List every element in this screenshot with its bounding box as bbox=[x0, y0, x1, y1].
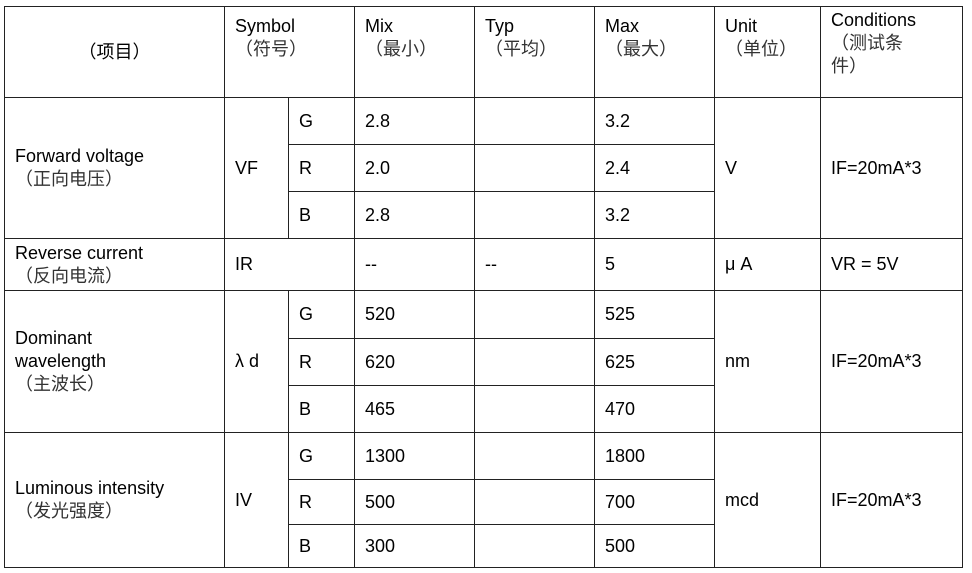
ir-symbol: IR bbox=[224, 238, 355, 291]
table-row: R 620 625 bbox=[5, 338, 963, 386]
header-conditions-en: Conditions bbox=[831, 10, 917, 30]
ld-name-cn: （主波长） bbox=[15, 374, 105, 394]
iv-max: 700 bbox=[594, 479, 715, 525]
header-unit: Unit （单位） bbox=[714, 6, 821, 98]
header-conditions: Conditions （测试条件） bbox=[820, 6, 963, 98]
iv-conditions: IF=20mA*3 bbox=[820, 432, 963, 568]
ld-unit: nm bbox=[714, 290, 821, 433]
iv-min: 500 bbox=[354, 479, 475, 525]
vf-name-en: Forward voltage bbox=[15, 146, 145, 166]
header-max-en: Max bbox=[605, 16, 640, 36]
ld-name: Dominant wavelength （主波长） bbox=[4, 290, 225, 433]
header-symbol: Symbol （符号） bbox=[224, 6, 355, 98]
ld-max: 470 bbox=[594, 385, 715, 433]
vf-max: 3.2 bbox=[594, 191, 715, 239]
table-row: B 2.8 3.2 bbox=[5, 191, 963, 239]
vf-color: R bbox=[288, 144, 355, 192]
ir-typ: -- bbox=[474, 238, 595, 291]
iv-unit: mcd bbox=[714, 432, 821, 568]
vf-min: 2.0 bbox=[354, 144, 475, 192]
header-max-cn: （最大） bbox=[605, 39, 677, 59]
header-symbol-en: Symbol bbox=[235, 16, 296, 36]
ir-name-cn: （反向电流） bbox=[15, 265, 123, 286]
ld-conditions: IF=20mA*3 bbox=[820, 290, 963, 433]
iv-min: 1300 bbox=[354, 432, 475, 480]
vf-typ bbox=[474, 191, 595, 239]
ld-min: 465 bbox=[354, 385, 475, 433]
ld-color: R bbox=[288, 338, 355, 386]
vf-typ bbox=[474, 97, 595, 145]
vf-max: 2.4 bbox=[594, 144, 715, 192]
ld-min: 520 bbox=[354, 290, 475, 339]
table-row: B 300 500 bbox=[5, 524, 963, 568]
iv-max: 1800 bbox=[594, 432, 715, 480]
iv-color: R bbox=[288, 479, 355, 525]
ld-color: G bbox=[288, 290, 355, 339]
iv-name: Luminous intensity （发光强度） bbox=[4, 432, 225, 568]
header-unit-en: Unit bbox=[725, 16, 758, 36]
iv-symbol: IV bbox=[224, 432, 289, 568]
vf-symbol: VF bbox=[224, 97, 289, 239]
header-min-en: Mix bbox=[365, 16, 393, 36]
vf-name: Forward voltage （正向电压） bbox=[4, 97, 225, 239]
ir-unit: μ A bbox=[714, 238, 821, 291]
table-row: Luminous intensity （发光强度） IV G 1300 1800 … bbox=[4, 432, 963, 568]
ld-color: B bbox=[288, 385, 355, 433]
ld-name-en2: wavelength bbox=[15, 351, 107, 371]
header-min-cn: （最小） bbox=[365, 39, 437, 59]
iv-typ bbox=[474, 524, 595, 568]
iv-typ bbox=[474, 432, 595, 480]
ir-conditions: VR = 5V bbox=[820, 238, 963, 291]
ld-symbol: λ d bbox=[224, 290, 289, 433]
vf-min: 2.8 bbox=[354, 191, 475, 239]
header-conditions-cn2: 件） bbox=[831, 56, 867, 76]
vf-max: 3.2 bbox=[594, 97, 715, 145]
table-row: R 2.0 2.4 bbox=[5, 144, 963, 192]
ld-name-en: Dominant bbox=[15, 328, 93, 348]
ir-name-en: Reverse current bbox=[15, 242, 144, 263]
header-typ: Typ （平均） bbox=[474, 6, 595, 98]
iv-name-en: Luminous intensity bbox=[15, 478, 165, 498]
header-conditions-cn: （测试条 bbox=[831, 33, 903, 53]
ld-max: 625 bbox=[594, 338, 715, 386]
header-symbol-cn: （符号） bbox=[235, 39, 307, 59]
vf-unit: V bbox=[714, 97, 821, 239]
table-row: Reverse current （反向电流） IR -- -- 5 μ A VR … bbox=[4, 238, 963, 291]
header-typ-en: Typ bbox=[485, 16, 515, 36]
ld-max: 525 bbox=[594, 290, 715, 339]
iv-max: 500 bbox=[594, 524, 715, 568]
header-row: （项目） Symbol （符号） Mix （最小） Typ （平均） Max （最大） … bbox=[4, 6, 963, 98]
ir-name: Reverse current （反向电流） bbox=[4, 238, 225, 291]
iv-name-cn: （发光强度） bbox=[15, 501, 123, 521]
vf-min: 2.8 bbox=[354, 97, 475, 145]
ld-min: 620 bbox=[354, 338, 475, 386]
vf-name-cn: （正向电压） bbox=[15, 169, 123, 189]
led-spec-table: （项目） Symbol （符号） Mix （最小） Typ （平均） Max （最大） … bbox=[4, 6, 963, 568]
iv-min: 300 bbox=[354, 524, 475, 568]
header-min: Mix （最小） bbox=[354, 6, 475, 98]
iv-color: G bbox=[288, 432, 355, 480]
vf-typ bbox=[474, 144, 595, 192]
table-row: Dominant wavelength （主波长） λ d G 520 525 nm… bbox=[4, 290, 963, 433]
header-unit-cn: （单位） bbox=[725, 39, 797, 59]
table-row: Forward voltage （正向电压） VF G 2.8 3.2 V IF=… bbox=[4, 97, 963, 239]
vf-conditions: IF=20mA*3 bbox=[820, 97, 963, 239]
vf-color: G bbox=[288, 97, 355, 145]
header-max: Max （最大） bbox=[594, 6, 715, 98]
ld-typ bbox=[474, 385, 595, 433]
ld-typ bbox=[474, 338, 595, 386]
ir-max: 5 bbox=[594, 238, 715, 291]
vf-color: B bbox=[288, 191, 355, 239]
table-row: R 500 700 bbox=[5, 479, 963, 525]
header-item: （项目） bbox=[4, 6, 225, 98]
iv-color: B bbox=[288, 524, 355, 568]
ld-typ bbox=[474, 290, 595, 339]
ir-min: -- bbox=[354, 238, 475, 291]
header-typ-cn: （平均） bbox=[485, 39, 557, 59]
iv-typ bbox=[474, 479, 595, 525]
